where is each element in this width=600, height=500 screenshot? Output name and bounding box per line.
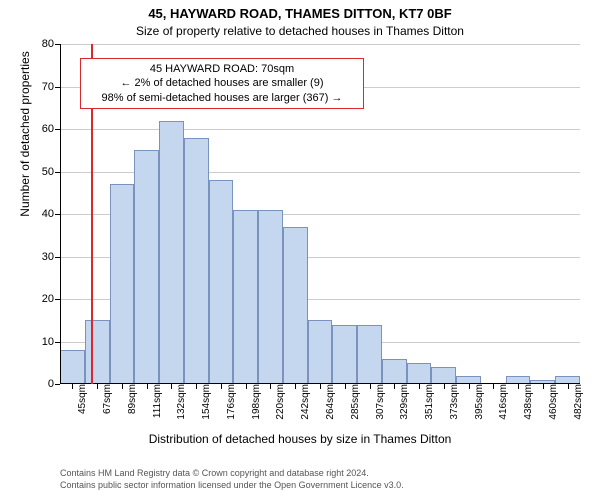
ytick-label: 0 (48, 378, 60, 390)
gridline (60, 129, 580, 130)
ytick-label: 10 (42, 336, 60, 348)
xtick-mark (270, 384, 271, 389)
histogram-bar (134, 150, 159, 384)
xtick-mark (493, 384, 494, 389)
xtick-mark (171, 384, 172, 389)
histogram-bar (110, 184, 135, 384)
xtick-mark (469, 384, 470, 389)
histogram-bar (209, 180, 234, 384)
chart-title: 45, HAYWARD ROAD, THAMES DITTON, KT7 0BF (0, 6, 600, 21)
xtick-label: 220sqm (274, 384, 286, 420)
ytick-label: 50 (42, 166, 60, 178)
attribution-text: Contains HM Land Registry data © Crown c… (60, 468, 404, 491)
xtick-mark (122, 384, 123, 389)
attribution-line-1: Contains HM Land Registry data © Crown c… (60, 468, 404, 480)
histogram-bar (159, 121, 184, 385)
annotation-line-3: 98% of semi-detached houses are larger (… (87, 91, 357, 105)
ytick-label: 70 (42, 81, 60, 93)
xtick-label: 242sqm (299, 384, 311, 420)
xtick-mark (295, 384, 296, 389)
xtick-label: 111sqm (151, 384, 163, 418)
histogram-bar (184, 138, 209, 385)
xtick-mark (543, 384, 544, 389)
xtick-mark (518, 384, 519, 389)
xtick-mark (419, 384, 420, 389)
xtick-label: 176sqm (225, 384, 237, 420)
attribution-line-2: Contains public sector information licen… (60, 480, 404, 492)
xtick-label: 45sqm (76, 384, 88, 414)
xtick-label: 416sqm (497, 384, 509, 420)
xtick-label: 351sqm (423, 384, 435, 420)
histogram-bar (60, 350, 85, 384)
ytick-label: 30 (42, 251, 60, 263)
xtick-mark (196, 384, 197, 389)
histogram-bar (283, 227, 308, 384)
y-axis-line (60, 44, 61, 384)
xtick-label: 395sqm (473, 384, 485, 420)
xtick-mark (444, 384, 445, 389)
x-axis-label: Distribution of detached houses by size … (0, 432, 600, 446)
histogram-bar (431, 367, 456, 384)
xtick-mark (370, 384, 371, 389)
histogram-bar (308, 320, 333, 384)
xtick-mark (147, 384, 148, 389)
xtick-label: 373sqm (448, 384, 460, 420)
xtick-mark (345, 384, 346, 389)
xtick-mark (97, 384, 98, 389)
xtick-label: 482sqm (572, 384, 584, 420)
annotation-line-1: 45 HAYWARD ROAD: 70sqm (87, 62, 357, 76)
xtick-label: 285sqm (349, 384, 361, 420)
x-axis-line (60, 383, 580, 384)
xtick-label: 438sqm (522, 384, 534, 420)
histogram-bar (233, 210, 258, 384)
histogram-bar (332, 325, 357, 385)
ytick-label: 80 (42, 38, 60, 50)
chart-subtitle: Size of property relative to detached ho… (0, 24, 600, 38)
gridline (60, 44, 580, 45)
xtick-mark (568, 384, 569, 389)
xtick-label: 329sqm (398, 384, 410, 420)
histogram-bar (407, 363, 432, 384)
xtick-label: 307sqm (374, 384, 386, 420)
histogram-bar (85, 320, 110, 384)
ytick-label: 20 (42, 293, 60, 305)
chart-container: { "title": { "text": "45, HAYWARD ROAD, … (0, 0, 600, 500)
histogram-bar (357, 325, 382, 385)
xtick-mark (394, 384, 395, 389)
xtick-label: 460sqm (547, 384, 559, 420)
xtick-mark (246, 384, 247, 389)
xtick-label: 89sqm (126, 384, 138, 414)
xtick-mark (320, 384, 321, 389)
y-axis-label: Number of detached properties (18, 0, 32, 304)
xtick-mark (221, 384, 222, 389)
xtick-label: 198sqm (250, 384, 262, 420)
ytick-label: 40 (42, 208, 60, 220)
xtick-label: 67sqm (101, 384, 113, 414)
xtick-label: 132sqm (175, 384, 187, 420)
annotation-line-2: ← 2% of detached houses are smaller (9) (87, 76, 357, 90)
xtick-label: 264sqm (324, 384, 336, 420)
ytick-label: 60 (42, 123, 60, 135)
histogram-bar (382, 359, 407, 385)
histogram-bar (258, 210, 283, 384)
annotation-box: 45 HAYWARD ROAD: 70sqm← 2% of detached h… (80, 58, 364, 109)
xtick-label: 154sqm (200, 384, 212, 420)
xtick-mark (72, 384, 73, 389)
